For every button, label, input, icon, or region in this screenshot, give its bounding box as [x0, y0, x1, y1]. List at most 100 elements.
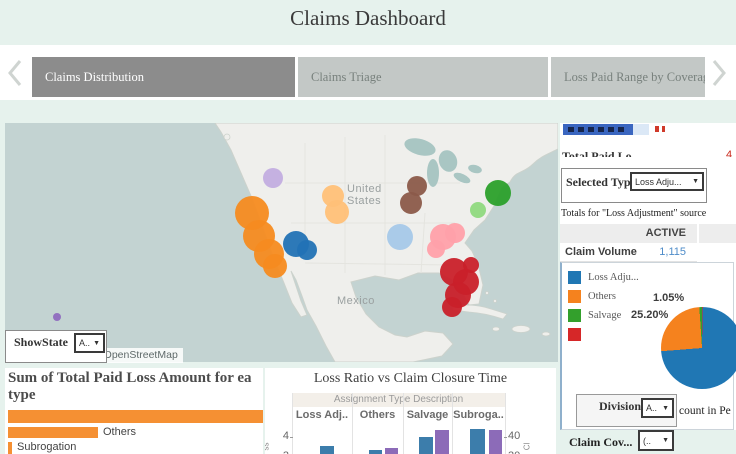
- bar-loss-ratio[interactable]: [419, 437, 433, 454]
- left-axis-tick: 3: [271, 450, 289, 454]
- map-cluster-newengland-green[interactable]: [485, 180, 511, 206]
- column-separator: [505, 393, 506, 454]
- bar-unlabeled[interactable]: [8, 410, 263, 423]
- column-separator: [452, 393, 453, 454]
- caret-down-icon: ▼: [662, 404, 669, 412]
- bar-loss-ratio[interactable]: [369, 450, 382, 454]
- map-cluster-colorado-light-orange[interactable]: [325, 200, 349, 224]
- table-row[interactable]: Claim Volume 1,115: [560, 243, 697, 262]
- map-cluster-hawaii-purple[interactable]: [53, 313, 61, 321]
- claims-pie-chart[interactable]: [661, 307, 736, 389]
- division-filter: Division A.. ▼: [576, 394, 677, 427]
- table-header-clipped: [699, 224, 736, 243]
- chevron-right-icon[interactable]: [708, 57, 730, 89]
- clipped-red-fragment: [655, 126, 659, 132]
- map-cluster-missouri-light-blue[interactable]: [387, 224, 413, 250]
- map-cluster-newyork-light-green[interactable]: [470, 202, 486, 218]
- pie-data-label: 25.20%: [631, 309, 669, 321]
- legend-item[interactable]: Salvage: [568, 309, 621, 322]
- clipped-blue-bar: [563, 124, 633, 135]
- legend-swatch: [568, 271, 581, 284]
- loss-ratio-chart: Loss Ratio vs Claim Closure Time Assignm…: [265, 368, 556, 454]
- division-dropdown[interactable]: A.. ▼: [641, 398, 674, 418]
- clipped-red-fragment: [662, 126, 665, 132]
- legend-item[interactable]: [568, 328, 588, 341]
- right-axis-title-fragment: Cl: [522, 442, 532, 451]
- legend-swatch: [568, 290, 581, 303]
- bar-label: Subrogation: [17, 441, 77, 453]
- column-group-header: Assignment Type Description: [292, 393, 505, 407]
- category-header: Subroga..: [453, 409, 504, 421]
- table-column-separator: [697, 224, 699, 261]
- table-header: ACTIVE: [560, 224, 697, 243]
- show-state-label: ShowState: [14, 335, 69, 349]
- basemap: [214, 123, 558, 362]
- map-cluster-georgia-pink[interactable]: [427, 240, 445, 258]
- map-cluster-georgia-pink[interactable]: [445, 223, 465, 243]
- right-axis-tick: 30: [508, 450, 526, 454]
- map-cluster-northwest-lavender[interactable]: [263, 168, 283, 188]
- row-value: 1,115: [659, 246, 686, 258]
- chart-title: Sum of Total Paid Loss Amount for ea typ…: [8, 370, 252, 403]
- totals-caption: Totals for "Loss Adjustment" source: [561, 208, 707, 219]
- legend-item[interactable]: Others: [568, 290, 616, 303]
- tab-claims-distribution[interactable]: Claims Distribution: [32, 57, 295, 97]
- selected-type-filter: Selected Type Loss Adju... ▼: [561, 168, 707, 203]
- row-label: Claim Volume: [565, 246, 637, 258]
- tab-strip: Claims Distribution Claims Triage Loss Pai…: [0, 45, 736, 100]
- tab-loss-paid-range-by-coverag[interactable]: Loss Paid Range by Coverag: [551, 57, 705, 97]
- category-header: Salvage: [406, 409, 449, 421]
- category-header: Others: [359, 409, 396, 421]
- bar-closure-time[interactable]: [489, 430, 502, 454]
- map-attribution: © OpenStreetMap: [88, 348, 183, 363]
- bar-label: Others: [103, 426, 137, 438]
- total-paid-loss-chart: Sum of Total Paid Loss Amount for ea typ…: [5, 368, 263, 454]
- bar-Subrogation[interactable]: [8, 442, 12, 454]
- right-panel: Total Paid Lo 4 Selected Type Loss Adju.…: [560, 123, 736, 430]
- pie-caption-clipped: count in Pe: [679, 405, 731, 417]
- clipped-bar-light: [633, 124, 649, 135]
- clipped-red-value: 4: [726, 149, 733, 157]
- selected-type-dropdown[interactable]: Loss Adju... ▼: [630, 172, 704, 191]
- clipped-pane-title: Total Paid Lo: [562, 149, 632, 157]
- show-state-dropdown[interactable]: A.. ▼: [74, 333, 105, 353]
- legend-item[interactable]: Loss Adju...: [568, 271, 639, 284]
- column-separator: [352, 393, 353, 454]
- page-title: Claims Dashboard: [290, 6, 446, 30]
- map-cluster-illinois-brown[interactable]: [407, 176, 427, 196]
- column-header-active: ACTIVE: [645, 227, 686, 239]
- legend-label: Salvage: [588, 310, 622, 321]
- axis-tick-mark: [504, 437, 507, 438]
- map-cluster-california-orange[interactable]: [263, 254, 287, 278]
- claim-coverage-dropdown[interactable]: (.. ▼: [638, 430, 674, 451]
- column-separator: [403, 393, 404, 454]
- bar-Others[interactable]: [8, 427, 98, 438]
- bar-closure-time[interactable]: [385, 448, 398, 454]
- legend-swatch: [568, 328, 581, 341]
- bar-loss-ratio[interactable]: [470, 429, 485, 454]
- legend-swatch: [568, 309, 581, 322]
- legend-label: Loss Adju...: [588, 272, 639, 283]
- map-cluster-illinois-brown[interactable]: [400, 192, 422, 214]
- claim-coverage-filter: Claim Cov...: [569, 433, 632, 451]
- tab-claims-triage[interactable]: Claims Triage: [298, 57, 548, 97]
- map-cluster-arizona-blue[interactable]: [297, 240, 317, 260]
- selected-type-label: Selected Type: [566, 175, 636, 189]
- category-header: Loss Adj..: [295, 409, 349, 421]
- map-cluster-florida-red[interactable]: [442, 297, 462, 317]
- chart-title: Loss Ratio vs Claim Closure Time: [313, 371, 508, 386]
- map-cluster-florida-red[interactable]: [463, 257, 479, 273]
- caret-down-icon: ▼: [692, 178, 699, 185]
- map-pane[interactable]: United States Mexico: [5, 123, 558, 362]
- tab-list: Claims Distribution Claims Triage Loss Pai…: [32, 57, 705, 97]
- division-label: Division: [599, 399, 642, 413]
- left-axis-title-fragment: ss: [265, 442, 271, 451]
- chevron-left-icon[interactable]: [4, 57, 26, 89]
- bar-loss-ratio[interactable]: [320, 446, 334, 454]
- bar-closure-time[interactable]: [435, 430, 449, 454]
- left-axis-tick: 4: [282, 430, 289, 442]
- caret-down-icon: ▼: [93, 339, 100, 347]
- caret-down-icon: ▼: [662, 437, 669, 444]
- show-state-filter: ShowState A.. ▼: [5, 330, 107, 363]
- column-separator: [292, 393, 293, 454]
